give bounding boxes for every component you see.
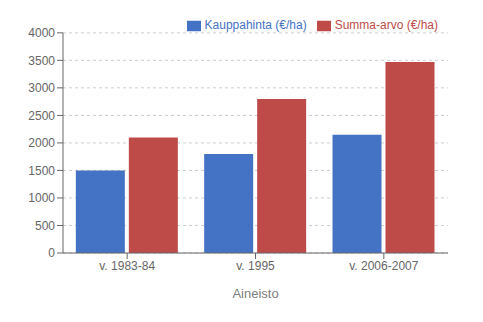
svg-text:v. 1995: v. 1995: [236, 259, 275, 273]
html-text:Summa-arvo (€/ha): Summa-arvo (€/ha): [334, 18, 438, 32]
svg-text:4000: 4000: [28, 26, 55, 40]
html-text:Kauppahinta (€/ha): Kauppahinta (€/ha): [204, 18, 307, 32]
svg-text:1000: 1000: [28, 191, 55, 205]
svg-text:3500: 3500: [28, 54, 55, 68]
svg-text:500: 500: [35, 219, 55, 233]
svg-text:2000: 2000: [28, 136, 55, 150]
svg-text:v. 2006-2007: v. 2006-2007: [349, 259, 418, 273]
svg-text:Aineisto: Aineisto: [232, 286, 278, 301]
svg-text:0: 0: [48, 246, 55, 260]
svg-text:3000: 3000: [28, 81, 55, 95]
svg-text:2500: 2500: [28, 109, 55, 123]
svg-text:v. 1983-84: v. 1983-84: [99, 259, 155, 273]
svg-text:1500: 1500: [28, 164, 55, 178]
